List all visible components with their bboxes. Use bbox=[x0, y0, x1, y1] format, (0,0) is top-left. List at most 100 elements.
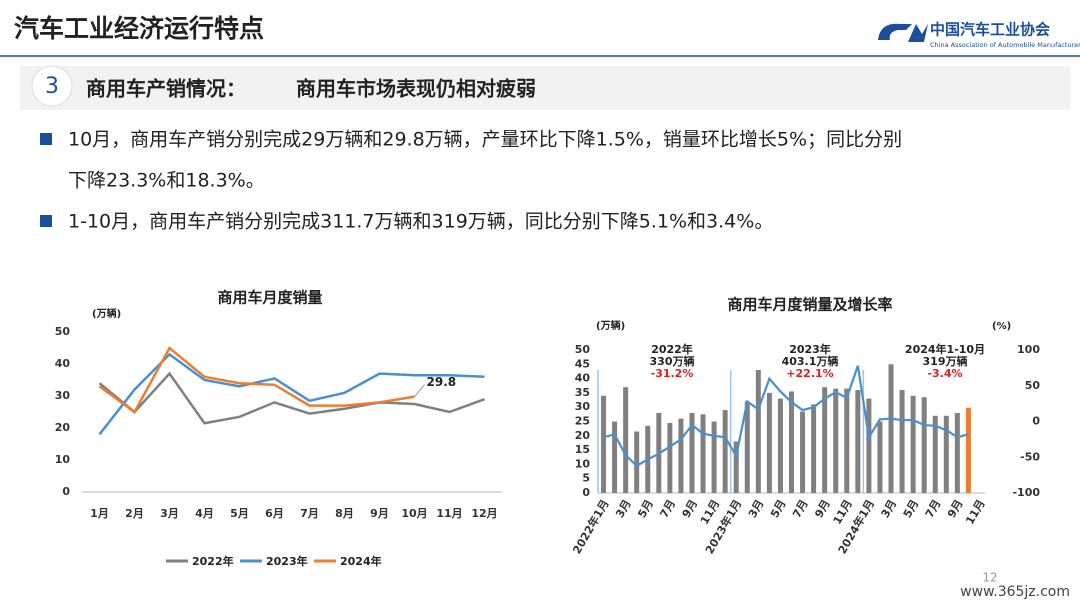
bar bbox=[954, 412, 960, 493]
y-tick-label: 45 bbox=[575, 357, 590, 370]
bar bbox=[965, 407, 971, 493]
x-tick-label: 11月 bbox=[436, 507, 462, 520]
x-tick-label: 6月 bbox=[265, 507, 284, 520]
label-leader bbox=[414, 384, 425, 397]
y-tick-label: 0 bbox=[582, 486, 590, 499]
legend-label: 2023年 bbox=[266, 554, 308, 568]
x-tick-label: 7月 bbox=[790, 498, 811, 521]
x-tick-label: 3月 bbox=[746, 498, 767, 521]
page-number: 12 bbox=[982, 571, 997, 585]
x-tick-label: 8月 bbox=[335, 507, 354, 520]
annotation: 403.1万辆 bbox=[782, 354, 839, 368]
bar bbox=[612, 421, 618, 493]
x-tick-label: 2月 bbox=[125, 507, 144, 520]
bar bbox=[766, 392, 772, 493]
line-series bbox=[98, 371, 485, 425]
bar bbox=[844, 388, 850, 493]
bar bbox=[888, 364, 894, 493]
x-tick-label: 7月 bbox=[657, 498, 678, 521]
x-tick-label: 9月 bbox=[370, 507, 389, 520]
bar bbox=[932, 415, 938, 493]
annotation: 330万辆 bbox=[650, 354, 695, 368]
x-tick-label: 9月 bbox=[945, 498, 966, 521]
x-tick-label: 3月 bbox=[613, 498, 634, 521]
bullet-text: 下降23.3%和18.3%。 bbox=[68, 170, 265, 192]
x-tick-label: 5月 bbox=[635, 498, 656, 521]
bar bbox=[667, 422, 673, 493]
y2-tick-label: -50 bbox=[1020, 450, 1040, 463]
y-tick-label: 40 bbox=[575, 372, 591, 385]
bar bbox=[866, 398, 872, 493]
x-tick-label: 3月 bbox=[879, 498, 900, 521]
legend-label: 2022年 bbox=[192, 554, 234, 568]
y-unit: (万辆) bbox=[596, 319, 625, 332]
y-tick-label: 50 bbox=[55, 325, 71, 338]
line-series bbox=[98, 346, 415, 414]
y-tick-label: 30 bbox=[575, 400, 591, 413]
y-tick-label: 30 bbox=[55, 389, 71, 402]
y2-unit: (%) bbox=[992, 321, 1011, 332]
bullet-text: 10月，商用车产销分别完成29万辆和29.8万辆，产量环比下降1.5%，销量环比… bbox=[68, 129, 902, 151]
bullet-text: 1-10月，商用车产销分别完成311.7万辆和319万辆，同比分别下降5.1%和… bbox=[68, 211, 773, 233]
y-tick-label: 50 bbox=[575, 343, 591, 356]
y2-tick-label: 50 bbox=[1025, 379, 1041, 392]
bar bbox=[777, 398, 783, 493]
bar bbox=[711, 421, 717, 493]
bar bbox=[811, 404, 817, 493]
watermark: www.365jz.com bbox=[960, 584, 1070, 600]
data-label: 29.8 bbox=[427, 375, 457, 389]
bar bbox=[800, 411, 806, 493]
annotation: 2022年 bbox=[651, 342, 693, 356]
bar bbox=[623, 387, 629, 493]
bar bbox=[733, 441, 739, 493]
section-subtitle: 商用车市场表现仍相对疲弱 bbox=[296, 77, 536, 101]
bar bbox=[601, 395, 607, 493]
x-tick-label: 1月 bbox=[90, 507, 109, 520]
bar bbox=[899, 390, 905, 493]
bullet-icon bbox=[40, 215, 52, 227]
y2-tick-label: -100 bbox=[1012, 486, 1040, 499]
bar bbox=[789, 391, 794, 493]
x-tick-label: 3月 bbox=[160, 507, 179, 520]
bar bbox=[877, 421, 883, 493]
bar bbox=[833, 388, 839, 493]
x-tick-label: 5月 bbox=[230, 507, 249, 520]
y2-tick-label: 0 bbox=[1032, 415, 1040, 428]
x-tick-label: 4月 bbox=[195, 507, 214, 520]
x-tick-label: 2022年1月 bbox=[569, 497, 611, 556]
annotation-change: +22.1% bbox=[786, 367, 833, 380]
x-tick-label: 7月 bbox=[923, 498, 944, 521]
bar bbox=[921, 397, 927, 493]
y-unit: (万辆) bbox=[92, 307, 121, 320]
section-band bbox=[20, 66, 1070, 110]
bar bbox=[755, 370, 761, 493]
y-tick-label: 0 bbox=[62, 485, 70, 498]
x-tick-label: 9月 bbox=[812, 498, 833, 521]
bar bbox=[634, 431, 640, 493]
y-tick-label: 10 bbox=[575, 457, 591, 470]
slide-title: 汽车工业经济运行特点 bbox=[14, 14, 264, 43]
bar bbox=[943, 415, 949, 493]
y-tick-label: 10 bbox=[55, 453, 71, 466]
y-tick-label: 40 bbox=[55, 357, 71, 370]
x-tick-label: 5月 bbox=[768, 498, 789, 521]
logo-cn: 中国汽车工业协会 bbox=[930, 21, 1050, 39]
bullet-icon bbox=[40, 133, 52, 145]
logo-en: China Association of Automobile Manufact… bbox=[930, 41, 1080, 49]
section-title: 商用车产销情况： bbox=[86, 77, 246, 101]
legend-label: 2024年 bbox=[340, 554, 382, 568]
chart-title: 商用车月度销量及增长率 bbox=[727, 296, 892, 314]
y-tick-label: 5 bbox=[582, 472, 590, 485]
logo-mark bbox=[878, 23, 928, 42]
annotation-change: -31.2% bbox=[651, 367, 694, 380]
bar bbox=[822, 387, 828, 493]
y2-tick-label: 100 bbox=[1017, 343, 1040, 356]
y-tick-label: 35 bbox=[575, 386, 590, 399]
y-tick-label: 20 bbox=[575, 429, 591, 442]
y-tick-label: 20 bbox=[55, 421, 71, 434]
bar bbox=[910, 395, 916, 493]
y-tick-label: 15 bbox=[575, 443, 590, 456]
bar bbox=[700, 414, 706, 493]
